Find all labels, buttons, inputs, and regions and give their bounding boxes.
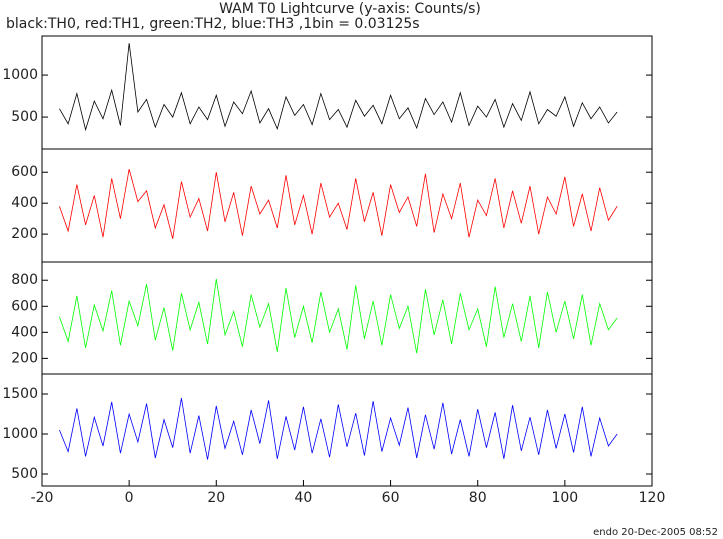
y-tick-label: 1000 (2, 67, 38, 83)
y-tick-label: 1000 (2, 426, 38, 442)
x-tick-label: 20 (207, 490, 225, 506)
lightcurve (59, 397, 618, 460)
panel-frame (41, 35, 653, 150)
lightcurve (59, 169, 618, 239)
panel-frame (41, 148, 653, 263)
y-tick-label: 600 (11, 164, 38, 180)
panel-frame (41, 373, 653, 487)
chart-subtitle: black:TH0, red:TH1, green:TH2, blue:TH3 … (6, 16, 420, 32)
y-tick-label: 400 (11, 195, 38, 211)
lightcurve (59, 278, 618, 354)
y-tick-label: 1500 (2, 386, 38, 402)
x-tick-label: 100 (551, 490, 578, 506)
y-tick-label: 800 (11, 272, 38, 288)
y-tick-label: 400 (11, 324, 38, 340)
x-tick-label: -20 (31, 490, 54, 506)
x-tick-label: 0 (125, 490, 134, 506)
y-tick-label: 600 (11, 298, 38, 314)
y-tick-label: 500 (11, 466, 38, 482)
y-tick-label: 500 (11, 109, 38, 125)
chart-title: WAM T0 Lightcurve (y-axis: Counts/s) (219, 1, 481, 17)
x-tick-label: 40 (295, 490, 313, 506)
lightcurve (59, 43, 618, 132)
footer: endo 20-Dec-2005 08:52 (593, 527, 718, 538)
y-tick-label: 200 (11, 226, 38, 242)
y-tick-label: 200 (11, 350, 38, 366)
x-tick-label: 120 (639, 490, 666, 506)
x-tick-label: 80 (469, 490, 487, 506)
x-tick-label: 60 (382, 490, 400, 506)
